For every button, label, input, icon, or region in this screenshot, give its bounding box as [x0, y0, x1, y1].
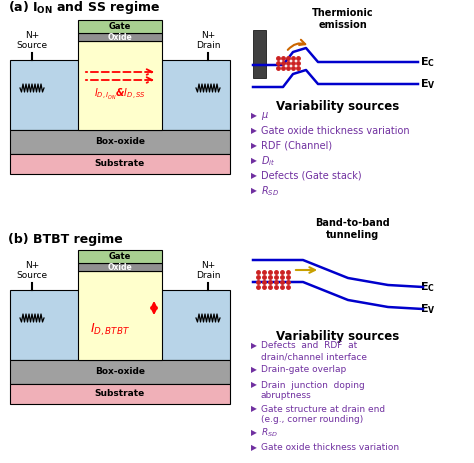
- Text: ▶: ▶: [251, 142, 257, 150]
- Bar: [78, 250, 162, 263]
- Text: Variability sources: Variability sources: [276, 330, 400, 343]
- Text: Gate oxide thickness variation: Gate oxide thickness variation: [261, 444, 399, 452]
- Text: Thermionic
emission: Thermionic emission: [312, 8, 374, 30]
- Text: $I_{D,BTBT}$: $I_{D,BTBT}$: [90, 322, 130, 338]
- Text: Drain  junction  doping: Drain junction doping: [261, 381, 365, 389]
- Text: ▶: ▶: [251, 156, 257, 165]
- Text: RDF (Channel): RDF (Channel): [261, 141, 332, 151]
- Text: Oxide: Oxide: [108, 32, 132, 42]
- Text: Source: Source: [17, 270, 47, 280]
- Bar: [10, 384, 230, 404]
- Text: ▶: ▶: [251, 126, 257, 136]
- Text: Gate: Gate: [109, 252, 131, 261]
- Text: Substrate: Substrate: [95, 159, 145, 169]
- Bar: [10, 360, 230, 384]
- Text: $D_{it}$: $D_{it}$: [261, 154, 275, 168]
- Text: $\mathbf{E_V}$: $\mathbf{E_V}$: [420, 77, 436, 91]
- Text: $I_{D,I_{ON}}$&$I_{D,SS}$: $I_{D,I_{ON}}$&$I_{D,SS}$: [94, 87, 146, 101]
- Bar: [10, 154, 230, 174]
- Text: N+: N+: [25, 31, 39, 39]
- Text: Source: Source: [17, 40, 47, 50]
- Text: ▶: ▶: [251, 428, 257, 438]
- Bar: [78, 20, 162, 33]
- Text: Drain-gate overlap: Drain-gate overlap: [261, 365, 346, 375]
- Text: drain/channel interface: drain/channel interface: [261, 352, 367, 362]
- Text: (b) BTBT regime: (b) BTBT regime: [8, 233, 123, 246]
- Text: Variability sources: Variability sources: [276, 100, 400, 113]
- Text: Gate: Gate: [109, 22, 131, 31]
- Text: ▶: ▶: [251, 444, 257, 452]
- Bar: [78, 271, 162, 360]
- Text: $\mathbf{E_C}$: $\mathbf{E_C}$: [420, 55, 435, 69]
- Text: (a) $\mathbf{I_{ON}}$ and SS regime: (a) $\mathbf{I_{ON}}$ and SS regime: [8, 0, 160, 17]
- Text: Box-oxide: Box-oxide: [95, 368, 145, 376]
- Text: Defects (Gate stack): Defects (Gate stack): [261, 171, 362, 181]
- Text: N+: N+: [201, 261, 215, 269]
- Text: ▶: ▶: [251, 342, 257, 350]
- Bar: [10, 60, 230, 130]
- Text: Gate oxide thickness variation: Gate oxide thickness variation: [261, 126, 410, 136]
- Text: Defects  and  RDF  at: Defects and RDF at: [261, 342, 357, 350]
- Text: ▶: ▶: [251, 365, 257, 375]
- Bar: [10, 290, 230, 360]
- Text: Band-to-band
tunneling: Band-to-band tunneling: [316, 218, 391, 239]
- Text: Gate structure at drain end: Gate structure at drain end: [261, 405, 385, 413]
- Text: ▶: ▶: [251, 405, 257, 413]
- Bar: [10, 130, 230, 154]
- Text: N+: N+: [201, 31, 215, 39]
- Text: Oxide: Oxide: [108, 263, 132, 271]
- Text: $\mathbf{E_C}$: $\mathbf{E_C}$: [420, 280, 435, 294]
- Text: $R_{SD}$: $R_{SD}$: [261, 184, 279, 198]
- Text: abruptness: abruptness: [261, 392, 312, 400]
- Text: Substrate: Substrate: [95, 389, 145, 399]
- Text: Box-oxide: Box-oxide: [95, 138, 145, 146]
- Text: $\mathbf{E_V}$: $\mathbf{E_V}$: [420, 302, 436, 316]
- Text: Drain: Drain: [196, 40, 220, 50]
- Text: ▶: ▶: [251, 112, 257, 120]
- Text: Drain: Drain: [196, 270, 220, 280]
- Text: ▶: ▶: [251, 381, 257, 389]
- Bar: [78, 41, 162, 130]
- Text: $\mu$: $\mu$: [261, 110, 269, 122]
- Text: $R_{SD}$: $R_{SD}$: [261, 427, 278, 439]
- Polygon shape: [253, 30, 266, 78]
- Text: ▶: ▶: [251, 187, 257, 195]
- Text: N+: N+: [25, 261, 39, 269]
- Bar: [78, 33, 162, 41]
- Bar: [78, 263, 162, 271]
- Text: ▶: ▶: [251, 171, 257, 181]
- Text: (e.g., corner rounding): (e.g., corner rounding): [261, 415, 363, 425]
